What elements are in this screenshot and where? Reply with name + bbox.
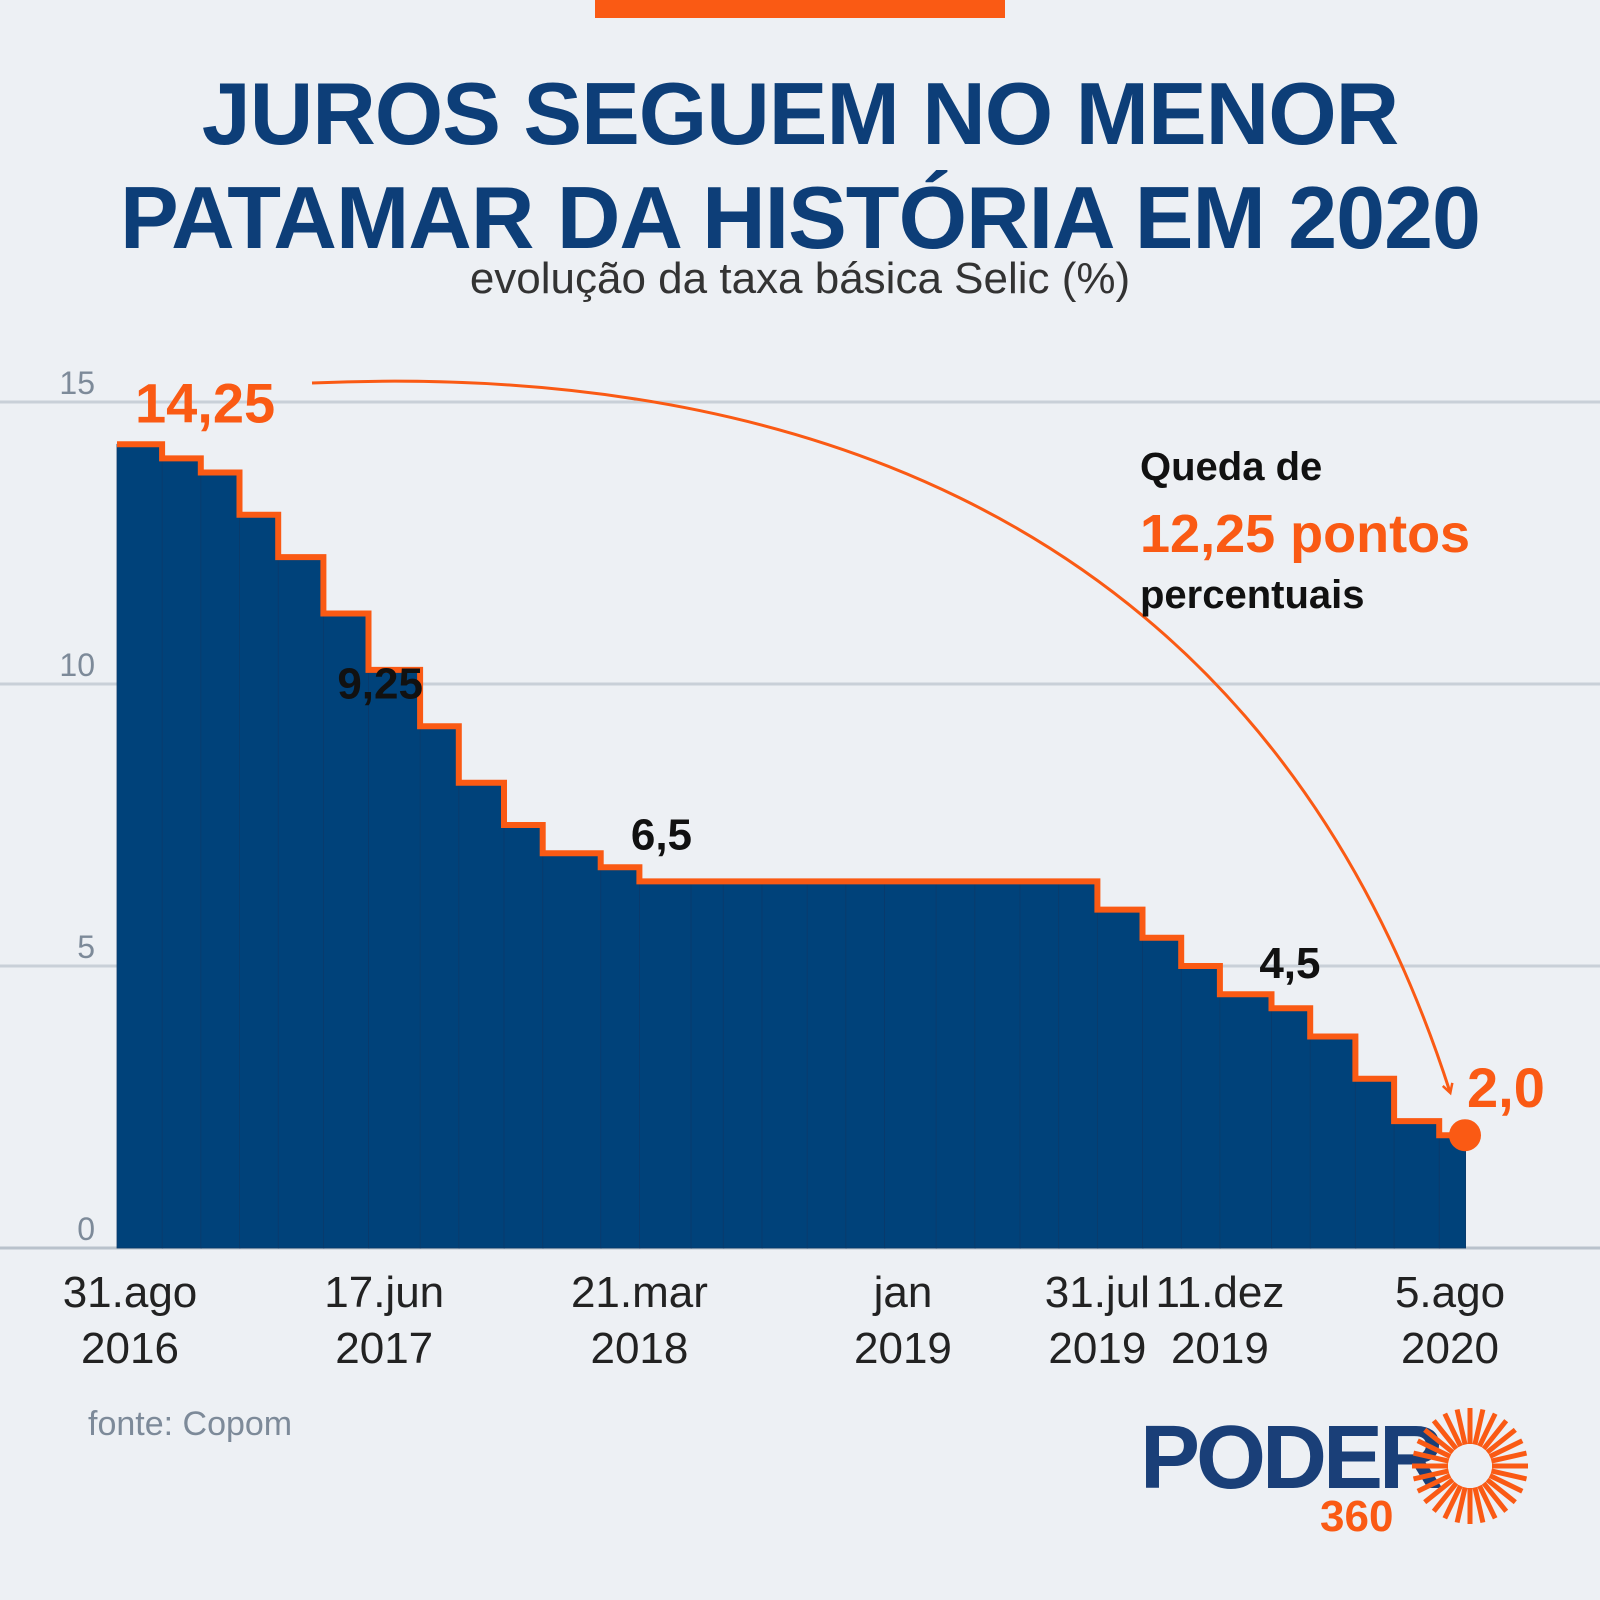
sun-ray (1490, 1468, 1528, 1482)
logo-word: PODER (1140, 1408, 1444, 1508)
top-accent-bar (595, 0, 1005, 18)
title-line-2: PATAMAR DA HISTÓRIA EM 2020 (120, 168, 1481, 267)
x-tick-label-year: 2017 (335, 1324, 433, 1373)
x-tick-label: 31.ago (63, 1268, 198, 1317)
step-bar (1309, 1036, 1357, 1249)
step-bar (116, 443, 164, 1249)
x-tick-label: 11.dez (1155, 1268, 1284, 1317)
sun-ray (1490, 1450, 1528, 1464)
step-bar (542, 852, 602, 1249)
value-label: 9,25 (337, 659, 423, 708)
step-bar (200, 472, 241, 1249)
step-bar (277, 556, 325, 1249)
sun-ray (1472, 1486, 1486, 1524)
line-layer (117, 379, 1481, 1152)
x-tick-label: 21.mar (571, 1268, 708, 1317)
step-bar (503, 824, 544, 1249)
step-bar (322, 613, 370, 1249)
sun-ray (1472, 1408, 1486, 1446)
step-bar (600, 866, 641, 1249)
sun-ray (1423, 1427, 1455, 1455)
step-bar (1271, 1007, 1312, 1249)
poder360-logo: PODER 360 (1140, 1408, 1540, 1541)
step-bar (458, 782, 505, 1249)
label-layer: 0 5 10 15 14,25 9,25 6,5 4,5 2,0 Queda de 12,25 po… (59, 365, 1544, 1373)
page-title: JUROS SEGUEM NO MENOR PATAMAR DA HISTÓRI… (0, 62, 1600, 270)
x-tick-label: 5.ago (1395, 1268, 1505, 1317)
x-tick-label-year: 2016 (81, 1324, 179, 1373)
end-point-marker (1449, 1119, 1481, 1152)
sun-ray (1485, 1477, 1517, 1505)
sun-ray (1485, 1427, 1517, 1455)
sun-ray (1481, 1419, 1509, 1451)
x-tick-label-year: 2019 (1048, 1324, 1146, 1373)
y-tick-label: 15 (59, 365, 95, 401)
sun-ray (1431, 1419, 1459, 1451)
step-bar (368, 669, 422, 1249)
decline-arrow (311, 379, 1450, 1092)
sun-ray (1412, 1468, 1450, 1482)
y-tick-label: 10 (59, 647, 95, 683)
source-note: fonte: Copom (88, 1405, 293, 1443)
step-bar (239, 514, 280, 1249)
sun-ray (1416, 1438, 1452, 1459)
value-label: 2,0 (1467, 1056, 1545, 1119)
step-bar (1354, 1078, 1396, 1249)
step-bar (845, 881, 886, 1249)
step-bar (1142, 937, 1183, 1249)
step-bar (639, 881, 693, 1249)
x-tick-label: 31.jul (1045, 1268, 1150, 1317)
step-bar (761, 881, 809, 1249)
logo-number: 360 (1320, 1492, 1394, 1541)
x-tick-label-year: 2019 (1171, 1324, 1269, 1373)
sun-ray (1477, 1412, 1498, 1448)
step-bar (161, 457, 202, 1249)
step-bar (806, 881, 847, 1249)
step-bar (722, 881, 763, 1249)
x-tick-label: 17.jun (324, 1268, 444, 1317)
sun-ray (1454, 1486, 1468, 1524)
callout-line-1: Queda de (1140, 445, 1322, 489)
callout-line-3: percentuais (1140, 573, 1365, 617)
sun-ray (1442, 1484, 1463, 1520)
step-bar (1438, 1134, 1466, 1249)
x-tick-label: jan (872, 1268, 933, 1317)
y-tick-label: 5 (77, 929, 95, 965)
sun-ray (1431, 1481, 1459, 1513)
sun-ray (1477, 1484, 1498, 1520)
x-tick-label-year: 2020 (1401, 1324, 1499, 1373)
value-label: 4,5 (1259, 939, 1320, 988)
step-bar (1096, 909, 1144, 1249)
step-bar (1219, 993, 1273, 1249)
sun-ray (1454, 1408, 1468, 1446)
page-subtitle: evolução da taxa básica Selic (%) (469, 254, 1131, 303)
step-bar (974, 881, 1021, 1249)
x-tick-label-year: 2018 (590, 1324, 688, 1373)
sun-icon (1412, 1408, 1528, 1524)
step-bar (935, 881, 976, 1249)
step-bar (690, 881, 725, 1249)
step-bar (1180, 965, 1221, 1249)
selic-step-line (117, 441, 1465, 1139)
callout-line-2: 12,25 pontos (1140, 504, 1470, 564)
sun-ray (1416, 1473, 1452, 1494)
sun-ray (1481, 1481, 1509, 1513)
sun-ray (1412, 1450, 1450, 1464)
step-bar (419, 725, 460, 1249)
area-layer (116, 443, 1466, 1249)
sun-ray (1488, 1473, 1524, 1494)
value-label: 14,25 (135, 371, 275, 434)
step-bar (884, 881, 938, 1249)
value-label: 6,5 (631, 810, 692, 859)
step-bar (1393, 1120, 1441, 1249)
x-tick-label-year: 2019 (854, 1324, 952, 1373)
sun-ray (1488, 1438, 1524, 1459)
sun-ray (1423, 1477, 1455, 1505)
step-bar (1019, 881, 1060, 1249)
y-tick-label: 0 (77, 1211, 95, 1247)
step-bar (1058, 881, 1099, 1249)
sun-ray (1442, 1412, 1463, 1448)
title-line-1: JUROS SEGUEM NO MENOR (201, 64, 1399, 163)
selic-chart: 0 5 10 15 14,25 9,25 6,5 4,5 2,0 Queda de 12,25 po… (0, 365, 1600, 1373)
